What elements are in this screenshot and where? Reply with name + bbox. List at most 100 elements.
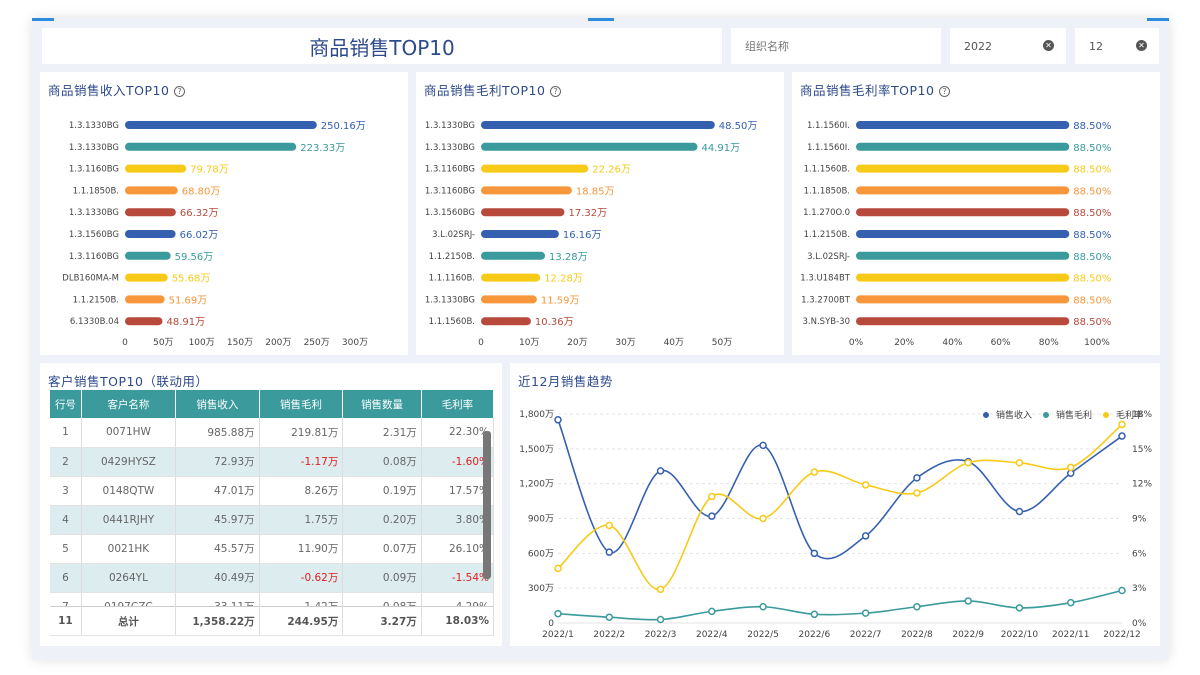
bar-category-label: 1.3.2700BT: [801, 295, 851, 305]
bar-value-label: 79.78万: [190, 165, 229, 176]
bar: [856, 121, 1070, 129]
bar: [856, 273, 1070, 282]
bar: [856, 208, 1070, 217]
bar-value-label: 66.02万: [180, 230, 219, 241]
column-header[interactable]: 销售毛利: [259, 390, 344, 418]
y-right-tick-label: 0%: [1132, 619, 1147, 629]
total-row: 11 总计 1,358.22万 244.95万 3.27万 18.03%: [50, 606, 494, 636]
bar-category-label: 1.3.1330BG: [69, 208, 119, 218]
data-point: [554, 416, 562, 424]
bar-value-label: 88.50%: [1073, 252, 1111, 263]
table-row[interactable]: 3 0148QTW 47.01万 8.26万 0.19万 17.57%: [50, 476, 494, 506]
bar-value-label: 13.28万: [549, 252, 588, 263]
total-cell: 11: [50, 606, 82, 636]
legend-label: 销售收入: [996, 409, 1032, 421]
bar: [125, 142, 297, 151]
bar: [125, 230, 176, 238]
table-cell: -0.62万: [259, 563, 344, 593]
data-point: [913, 602, 921, 611]
year-filter[interactable]: 2022 ✕: [950, 28, 1066, 64]
panel-trend: 近12月销售趋势 0 300万 600万 900万 1,200万 1,500万 1,800万…: [510, 363, 1160, 646]
bar-category-label: 1.3.1560BG: [69, 230, 119, 240]
top-accent: [32, 18, 54, 21]
bar-category-label: 1.1.1560B.: [804, 165, 850, 175]
column-header[interactable]: 销售数量: [342, 390, 422, 418]
series-line: [557, 589, 1123, 621]
bar-category-label: 1.1.1850B.: [804, 186, 850, 196]
help-icon[interactable]: ?: [939, 86, 951, 97]
data-point: [605, 521, 614, 530]
x-tick-label: 2022/9: [952, 630, 984, 640]
data-point: [554, 609, 562, 618]
bar-value-label: 11.59万: [541, 295, 580, 306]
panel-margin-top10: 商品销售毛利率TOP10? 1.1.1560I. 88.50% 1.1.1560I.…: [792, 72, 1160, 355]
total-cell: 18.03%: [421, 606, 494, 636]
table-cell: 6: [50, 563, 82, 593]
y-left-tick-label: 900万: [528, 515, 554, 525]
table-scrollbar[interactable]: [483, 431, 491, 579]
table-row[interactable]: 2 0429HYSZ 72.93万 -1.17万 0.08万 -1.60%: [50, 447, 494, 477]
bar: [856, 317, 1070, 326]
data-point: [861, 481, 870, 489]
legend-label: 销售毛利: [1056, 409, 1092, 421]
table-cell: 47.01万: [175, 476, 260, 506]
month-filter[interactable]: 12 ✕: [1075, 28, 1159, 64]
x-tick-label: 300万: [342, 338, 368, 348]
clear-icon[interactable]: ✕: [1136, 40, 1147, 51]
bar: [481, 186, 572, 195]
bar-category-label: 1.1.2150B.: [429, 252, 475, 262]
column-header[interactable]: 销售收入: [175, 390, 260, 418]
data-point: [861, 609, 870, 617]
legend-label: 毛利率: [1116, 409, 1143, 421]
column-header[interactable]: 毛利率: [421, 390, 494, 418]
bar-value-label: 48.91万: [166, 317, 205, 328]
x-tick-label: 60%: [991, 338, 1011, 348]
y-right-tick-label: 18%: [1132, 410, 1152, 420]
x-tick-label: 20万: [567, 338, 587, 348]
bar-value-label: 12.28万: [544, 274, 583, 285]
table-cell: 17.57%: [421, 476, 494, 506]
table-cell: 0429HYSZ: [81, 447, 177, 477]
table-row[interactable]: 4 0441RJHY 45.97万 1.75万 0.20万 3.80%: [50, 505, 494, 535]
bar-category-label: 1.3.1160BG: [425, 186, 475, 196]
bar-value-label: 59.56万: [175, 252, 214, 263]
clear-icon[interactable]: ✕: [1043, 40, 1054, 51]
panel-revenue-top10: 商品销售收入TOP10? 1.3.1330BG 250.16万 1.3.1330BG…: [40, 72, 408, 355]
table-cell: 11.90万: [259, 534, 344, 564]
x-tick-label: 2022/11: [1052, 630, 1089, 640]
data-point: [554, 564, 562, 573]
bar: [125, 186, 178, 195]
column-header[interactable]: 行号: [50, 390, 82, 418]
table-row[interactable]: 6 0264YL 40.49万 -0.62万 0.09万 -1.54%: [50, 563, 494, 593]
table-cell: 985.88万: [175, 418, 260, 448]
org-filter[interactable]: 组织名称: [731, 28, 941, 64]
bar-category-label: 1.1.1560I.: [807, 143, 850, 153]
table-cell: 3.80%: [421, 505, 494, 535]
bar: [125, 251, 171, 260]
table-cell: 5: [50, 534, 82, 564]
table-row[interactable]: 5 0021HK 45.57万 11.90万 0.07万 26.10%: [50, 534, 494, 564]
table-cell: 1: [50, 418, 82, 448]
y-right-tick-label: 6%: [1132, 549, 1147, 559]
table-cell: 45.97万: [175, 505, 260, 535]
profit-bar-chart: 1.3.1330BG 48.50万 1.3.1330BG 44.91万 1.3.1160…: [425, 121, 757, 348]
x-tick-label: 50万: [153, 338, 173, 348]
table-cell: 219.81万: [259, 418, 344, 448]
data-point: [656, 615, 665, 624]
table-cell: 0.09万: [342, 563, 422, 593]
help-icon[interactable]: ?: [174, 86, 186, 97]
x-tick-label: 20%: [894, 338, 914, 348]
column-header[interactable]: 客户名称: [81, 390, 177, 418]
y-right-tick-label: 9%: [1132, 515, 1147, 525]
bar-category-label: DLB160MA-M: [62, 274, 119, 284]
bar: [125, 164, 187, 173]
y-left-tick-label: 300万: [528, 584, 554, 594]
bar: [481, 295, 537, 304]
panel-profit-top10: 商品销售毛利TOP10? 1.3.1330BG 48.50万 1.3.1330BG 4…: [416, 72, 784, 355]
table-cell: 8.26万: [259, 476, 344, 506]
data-point: [759, 441, 767, 450]
bar: [481, 317, 531, 326]
data-point: [605, 613, 614, 621]
help-icon[interactable]: ?: [550, 86, 562, 97]
table-row[interactable]: 1 0071HW 985.88万 219.81万 2.31万 22.30%: [50, 418, 494, 448]
